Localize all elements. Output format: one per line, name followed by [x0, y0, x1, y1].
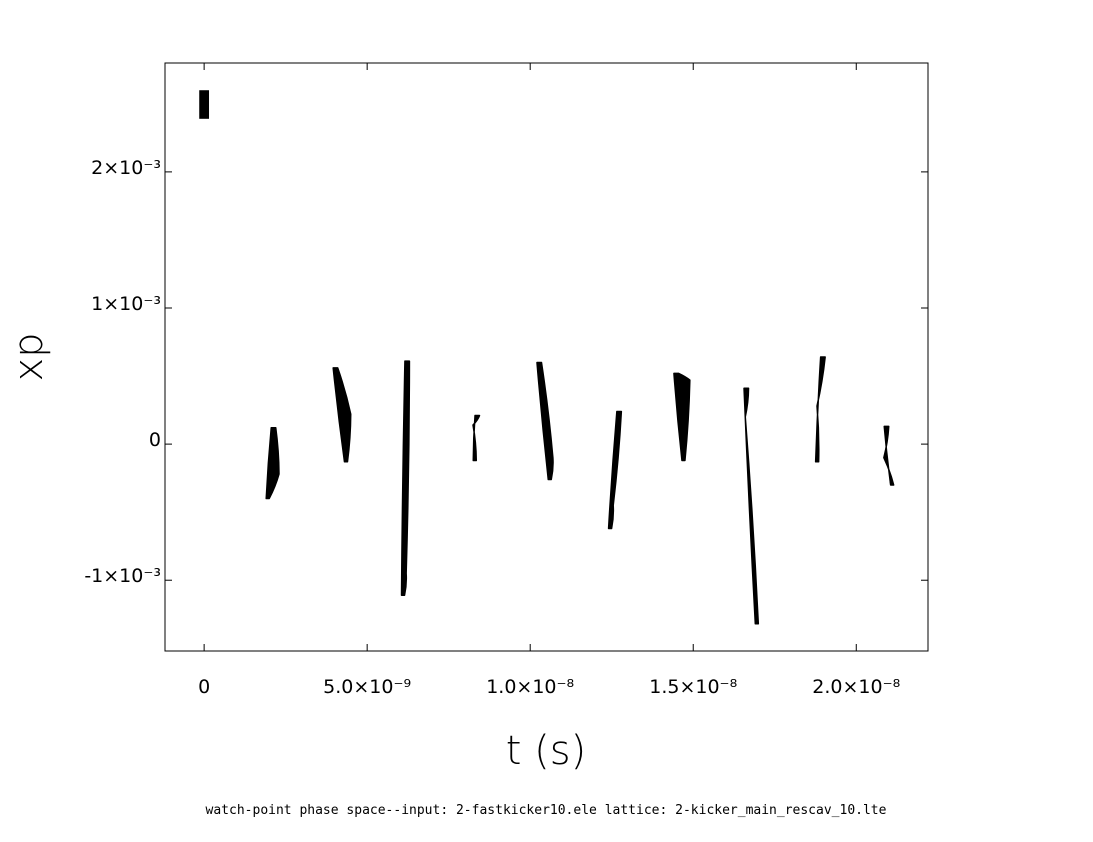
bunch-mark — [536, 361, 554, 481]
bunch-mark — [814, 356, 826, 463]
y-tick-label: 2×10⁻³ — [91, 157, 161, 179]
bunch-mark — [332, 367, 352, 463]
bunch-mark — [265, 427, 280, 500]
x-tick-label: 5.0×10⁻⁹ — [323, 676, 411, 698]
x-tick-label: 1.0×10⁻⁸ — [486, 676, 574, 698]
x-tick-label: 1.5×10⁻⁸ — [649, 676, 737, 698]
data-marks — [199, 90, 895, 625]
plot-frame — [164, 62, 929, 652]
x-tick-label: 2.0×10⁻⁸ — [812, 676, 900, 698]
x-tick-label: 0 — [198, 676, 210, 698]
y-axis-ticks: -1×10⁻³ 0 1×10⁻³ 2×10⁻³ — [84, 157, 928, 587]
bunch-mark — [883, 425, 895, 486]
bunch-mark — [743, 387, 760, 625]
x-axis-title: t (s) — [506, 728, 586, 774]
y-tick-label: 1×10⁻³ — [91, 293, 161, 315]
y-tick-label: -1×10⁻³ — [84, 565, 161, 587]
y-tick-label: 0 — [149, 429, 161, 451]
bunch-mark — [400, 360, 411, 596]
y-axis-title: xp — [6, 332, 52, 381]
x-axis-ticks: 0 5.0×10⁻⁹ 1.0×10⁻⁸ 1.5×10⁻⁸ 2.0×10⁻⁸ — [198, 63, 900, 698]
bunch-mark — [673, 372, 691, 462]
bunch-mark — [607, 410, 623, 530]
bunch-mark — [199, 90, 210, 119]
chart-caption: watch-point phase space--input: 2-fastki… — [206, 803, 887, 818]
bunch-mark — [472, 414, 481, 462]
